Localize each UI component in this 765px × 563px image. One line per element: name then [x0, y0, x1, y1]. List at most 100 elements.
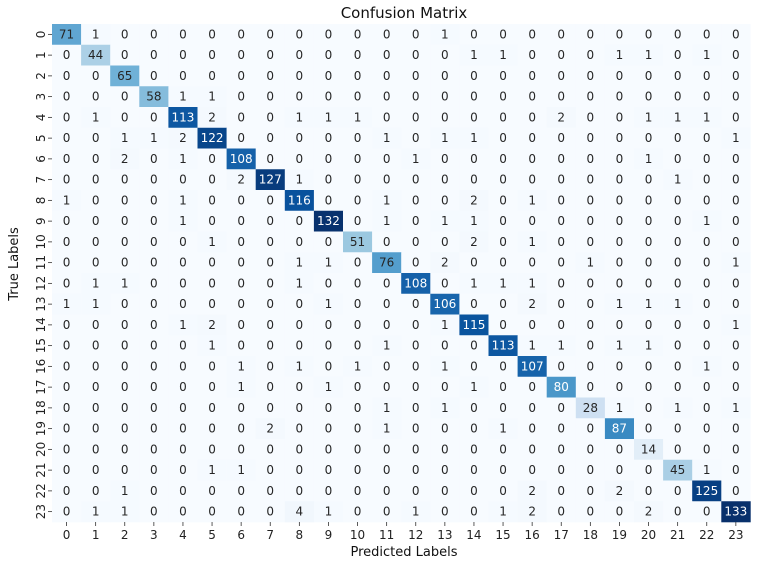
- cell-value-22-16: 2: [528, 484, 536, 498]
- cell-value-7-16: 0: [528, 173, 536, 187]
- cell-value-1-21: 0: [674, 48, 682, 62]
- cell-4-12: [401, 107, 431, 129]
- cell-3-1: [81, 86, 111, 108]
- cell-17-14: [459, 376, 489, 398]
- cell-value-15-9: 0: [325, 339, 333, 353]
- cell-value-11-7: 0: [266, 256, 274, 270]
- cell-9-9: [313, 210, 344, 232]
- cell-8-19: [604, 190, 635, 212]
- cell-value-22-21: 0: [674, 484, 682, 498]
- x-tick-label-15: 15: [495, 528, 510, 542]
- cell-16-14: [459, 356, 489, 378]
- cell-21-16: [517, 459, 547, 481]
- cell-value-23-8: 4: [296, 505, 304, 519]
- cell-value-17-12: 0: [412, 380, 420, 394]
- cell-value-0-2: 0: [121, 27, 129, 41]
- cell-5-21: [663, 127, 693, 149]
- cell-value-11-8: 1: [296, 256, 304, 270]
- cell-10-12: [401, 231, 431, 253]
- y-tick-label-16: 16: [34, 359, 48, 374]
- cell-value-16-14: 0: [470, 359, 478, 373]
- cell-value-19-8: 0: [296, 422, 304, 436]
- cell-16-19: [604, 356, 635, 378]
- cell-14-0: [52, 314, 82, 336]
- cell-18-4: [168, 397, 198, 419]
- cell-1-7: [255, 44, 286, 66]
- cell-23-16: [517, 501, 547, 523]
- cell-1-12: [401, 44, 431, 66]
- cell-value-7-9: 0: [325, 173, 333, 187]
- cell-value-18-9: 0: [325, 401, 333, 415]
- cell-19-7: [255, 418, 286, 440]
- cell-value-8-11: 1: [383, 193, 391, 207]
- cell-0-3: [139, 24, 169, 46]
- cell-value-6-9: 0: [325, 152, 333, 166]
- cell-value-21-14: 0: [470, 463, 478, 477]
- cell-value-16-2: 0: [121, 359, 129, 373]
- cell-value-6-12: 1: [412, 152, 420, 166]
- cell-4-23: [721, 107, 751, 129]
- cell-value-23-20: 2: [645, 505, 653, 519]
- cell-7-9: [313, 169, 344, 191]
- cell-value-7-3: 0: [150, 173, 158, 187]
- cell-value-8-17: 0: [557, 193, 565, 207]
- cell-value-19-15: 1: [499, 422, 507, 436]
- cell-value-18-10: 0: [354, 401, 362, 415]
- cell-18-14: [459, 397, 489, 419]
- cell-14-19: [604, 314, 635, 336]
- cell-value-15-20: 1: [645, 339, 653, 353]
- cell-7-20: [634, 169, 664, 191]
- cell-value-16-9: 0: [325, 359, 333, 373]
- cell-19-22: [692, 418, 722, 440]
- cell-value-17-4: 0: [179, 380, 187, 394]
- cell-20-2: [110, 439, 140, 461]
- cell-value-22-15: 0: [499, 484, 507, 498]
- cell-value-18-13: 1: [441, 401, 449, 415]
- x-tick-label-18: 18: [583, 528, 598, 542]
- cell-value-0-7: 0: [266, 27, 274, 41]
- cell-0-14: [459, 24, 489, 46]
- cell-value-2-6: 0: [237, 69, 245, 83]
- cell-5-6: [226, 127, 256, 149]
- cell-11-13: [430, 252, 460, 274]
- cell-4-14: [459, 107, 489, 129]
- cell-value-0-5: 0: [208, 27, 216, 41]
- cell-value-15-21: 0: [674, 339, 682, 353]
- cell-value-4-0: 0: [63, 110, 71, 124]
- cell-value-3-1: 0: [92, 90, 100, 104]
- cell-value-9-18: 0: [587, 214, 595, 228]
- cell-10-7: [255, 231, 286, 253]
- cell-15-15: [488, 335, 518, 357]
- cell-8-13: [430, 190, 460, 212]
- cell-value-14-14: 115: [462, 318, 485, 332]
- cell-22-13: [430, 480, 460, 502]
- cell-value-1-15: 1: [499, 48, 507, 62]
- cell-4-10: [343, 107, 373, 129]
- cell-12-14: [459, 273, 489, 295]
- cell-0-20: [634, 24, 664, 46]
- cell-value-16-12: 0: [412, 359, 420, 373]
- cell-value-3-2: 0: [121, 90, 129, 104]
- cell-value-4-7: 0: [266, 110, 274, 124]
- cell-15-5: [197, 335, 227, 357]
- cell-16-6: [226, 356, 256, 378]
- cell-23-22: [692, 501, 722, 523]
- y-tick-label-15: 15: [34, 338, 48, 353]
- cell-7-2: [110, 169, 140, 191]
- cell-23-20: [634, 501, 664, 523]
- cell-5-18: [575, 127, 606, 149]
- cell-18-10: [343, 397, 373, 419]
- cell-10-10: [343, 231, 373, 253]
- cell-value-16-5: 0: [208, 359, 216, 373]
- cell-value-6-20: 1: [645, 152, 653, 166]
- cell-value-7-12: 0: [412, 173, 420, 187]
- cell-value-13-23: 0: [732, 297, 740, 311]
- cell-7-11: [372, 169, 402, 191]
- cell-value-20-16: 0: [528, 442, 536, 456]
- cell-value-22-7: 0: [266, 484, 274, 498]
- cell-value-19-11: 1: [383, 422, 391, 436]
- y-tick-label-14: 14: [34, 317, 48, 332]
- cell-value-4-2: 0: [121, 110, 129, 124]
- cell-value-2-0: 0: [63, 69, 71, 83]
- x-tick-label-20: 20: [641, 528, 656, 542]
